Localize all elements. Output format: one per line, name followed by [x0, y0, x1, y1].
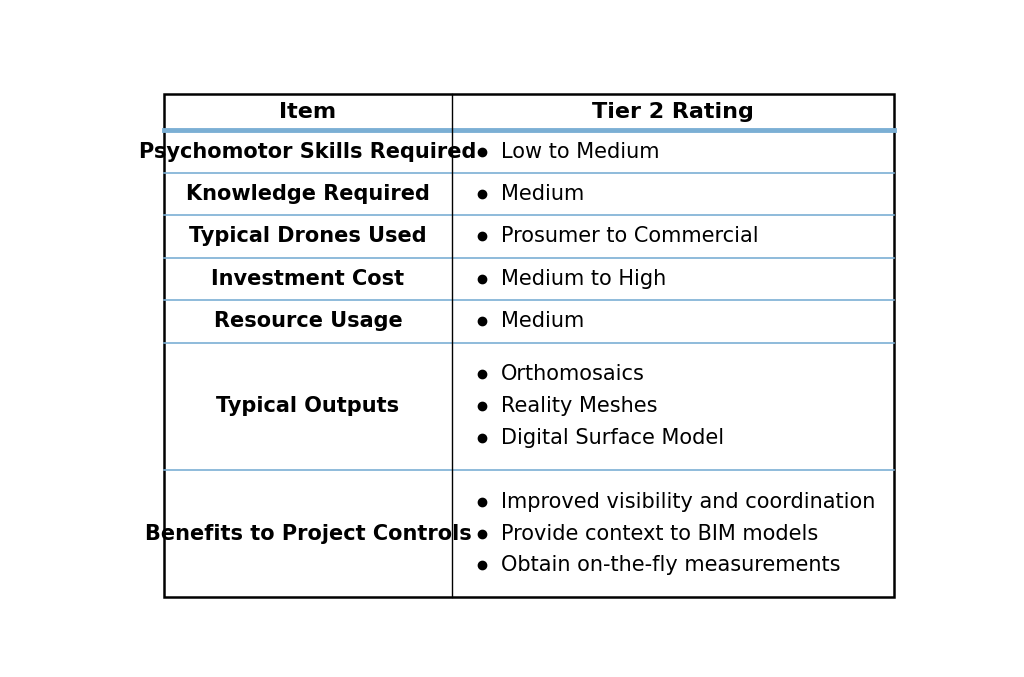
Text: Typical Drones Used: Typical Drones Used: [189, 227, 427, 246]
Text: Psychomotor Skills Required: Psychomotor Skills Required: [139, 141, 476, 162]
Text: Typical Outputs: Typical Outputs: [216, 396, 399, 416]
Text: Item: Item: [280, 102, 337, 123]
Text: Medium to High: Medium to High: [502, 269, 667, 289]
Text: Digital Surface Model: Digital Surface Model: [502, 428, 724, 448]
Text: Tier 2 Rating: Tier 2 Rating: [592, 102, 754, 123]
Text: Investment Cost: Investment Cost: [211, 269, 404, 289]
Text: Medium: Medium: [502, 184, 585, 204]
Text: Benefits to Project Controls: Benefits to Project Controls: [144, 523, 471, 544]
Text: Resource Usage: Resource Usage: [214, 311, 402, 331]
Text: Provide context to BIM models: Provide context to BIM models: [502, 523, 818, 544]
Text: Low to Medium: Low to Medium: [502, 141, 659, 162]
Text: Improved visibility and coordination: Improved visibility and coordination: [502, 492, 876, 512]
Text: Medium: Medium: [502, 311, 585, 331]
Text: Orthomosaics: Orthomosaics: [502, 364, 645, 385]
Text: Obtain on-the-fly measurements: Obtain on-the-fly measurements: [502, 556, 841, 575]
Text: Knowledge Required: Knowledge Required: [186, 184, 430, 204]
Text: Reality Meshes: Reality Meshes: [502, 396, 657, 416]
Text: Prosumer to Commercial: Prosumer to Commercial: [502, 227, 759, 246]
